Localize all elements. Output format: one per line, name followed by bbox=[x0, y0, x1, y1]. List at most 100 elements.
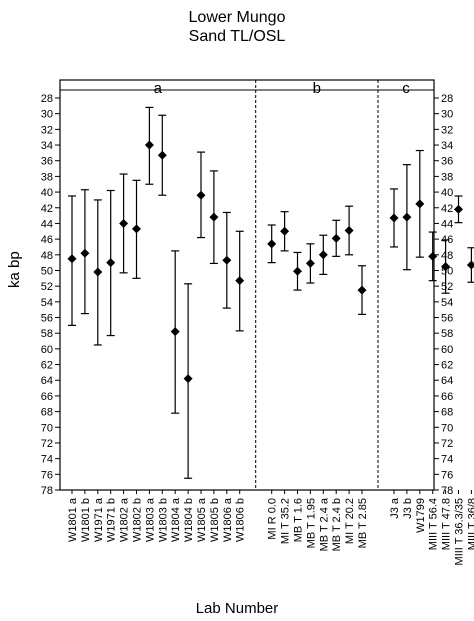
y-tick-label-right: 56 bbox=[441, 313, 453, 325]
y-tick-label-right: 78 bbox=[441, 485, 453, 497]
y-tick-label-right: 28 bbox=[441, 93, 453, 105]
y-tick-label-right: 58 bbox=[441, 328, 453, 340]
x-tick-label: W1805 a bbox=[196, 497, 208, 542]
y-tick-label-left: 48 bbox=[41, 250, 53, 262]
x-tick-label: MB T 1.6 bbox=[293, 498, 305, 542]
data-point bbox=[454, 204, 463, 214]
y-tick-label-left: 62 bbox=[41, 360, 53, 372]
x-tick-label: W1802 a bbox=[119, 497, 131, 542]
panel-label-b: b bbox=[313, 80, 321, 97]
y-tick-label-left: 36 bbox=[41, 156, 53, 168]
x-tick-label: MB T 1.95 bbox=[305, 498, 317, 548]
x-tick-label: MI R 0.0 bbox=[267, 498, 279, 540]
x-tick-label: W1803 b bbox=[157, 498, 169, 542]
y-tick-label-right: 40 bbox=[441, 187, 453, 199]
y-tick-label-left: 74 bbox=[41, 454, 53, 466]
y-tick-label-right: 52 bbox=[441, 281, 453, 293]
x-tick-label: MIII T 36.3/35 bbox=[454, 498, 466, 565]
data-point bbox=[357, 285, 367, 295]
y-tick-label-right: 34 bbox=[441, 140, 453, 152]
x-tick-label: MIII T 36/8 bbox=[466, 498, 474, 550]
data-point bbox=[389, 213, 399, 223]
data-point bbox=[209, 212, 219, 222]
plot-frame bbox=[59, 79, 435, 491]
y-axis-label: ka bp bbox=[6, 251, 23, 288]
data-point bbox=[344, 225, 354, 235]
y-tick-label-right: 60 bbox=[441, 344, 453, 356]
y-tick-label-right: 42 bbox=[441, 203, 453, 215]
y-tick-label-right: 62 bbox=[441, 360, 453, 372]
y-tick-label-right: 72 bbox=[441, 438, 453, 450]
y-tick-label-left: 40 bbox=[41, 187, 53, 199]
panel-label-a: a bbox=[154, 80, 163, 97]
y-tick-label-right: 54 bbox=[441, 297, 453, 309]
y-tick-label-right: 30 bbox=[441, 109, 453, 121]
x-tick-label: MB T 2.85 bbox=[357, 498, 369, 548]
y-tick-label-left: 32 bbox=[41, 124, 53, 136]
y-tick-label-left: 28 bbox=[41, 93, 53, 105]
y-tick-label-right: 48 bbox=[441, 250, 453, 262]
panel-label-c: c bbox=[402, 80, 410, 97]
x-tick-label: W1801 b bbox=[80, 498, 92, 542]
y-tick-label-left: 38 bbox=[41, 171, 53, 183]
data-point bbox=[157, 150, 167, 160]
y-tick-label-left: 76 bbox=[41, 469, 53, 481]
data-point bbox=[222, 255, 232, 265]
x-tick-label: MI T 35.2 bbox=[280, 498, 292, 544]
chart-title: Lower Mungo bbox=[188, 9, 286, 26]
y-tick-label-right: 66 bbox=[441, 391, 453, 403]
x-tick-label: MIII T 47.8 bbox=[441, 498, 453, 550]
x-tick-label: W1806 a bbox=[222, 497, 234, 542]
data-point bbox=[144, 140, 154, 150]
x-tick-label: MB T 2.4 b bbox=[331, 498, 343, 551]
y-tick-label-right: 76 bbox=[441, 469, 453, 481]
data-point bbox=[331, 233, 341, 243]
y-tick-label-left: 46 bbox=[41, 234, 53, 246]
y-tick-label-left: 54 bbox=[41, 297, 53, 309]
y-tick-label-right: 74 bbox=[441, 454, 453, 466]
y-tick-label-left: 70 bbox=[41, 422, 53, 434]
y-tick-label-left: 68 bbox=[41, 407, 53, 419]
y-tick-label-left: 72 bbox=[41, 438, 53, 450]
data-point bbox=[132, 224, 141, 234]
y-tick-label-left: 64 bbox=[41, 375, 53, 387]
y-tick-label-right: 38 bbox=[441, 171, 453, 183]
x-tick-label: W1971 b bbox=[106, 498, 118, 542]
x-tick-label: W1801 a bbox=[67, 497, 79, 542]
y-tick-label-left: 78 bbox=[41, 485, 53, 497]
x-tick-label: J3 a bbox=[389, 497, 401, 519]
y-tick-label-left: 56 bbox=[41, 313, 53, 325]
x-axis-label: Lab Number bbox=[195, 600, 279, 617]
y-tick-label-right: 44 bbox=[441, 218, 453, 230]
data-point bbox=[267, 239, 277, 249]
data-point bbox=[80, 248, 90, 258]
data-point bbox=[67, 254, 77, 264]
x-tick-label: W1803 a bbox=[144, 497, 156, 542]
x-tick-label: MB T 2.4 a bbox=[318, 497, 330, 551]
y-tick-label-left: 50 bbox=[41, 265, 53, 277]
x-tick-label: W1804 b bbox=[183, 498, 195, 542]
x-tick-label: MIII T 56.4 bbox=[428, 498, 440, 550]
data-point bbox=[119, 218, 129, 228]
y-tick-label-left: 44 bbox=[41, 218, 53, 230]
x-tick-label: W1802 b bbox=[132, 498, 144, 542]
data-point bbox=[170, 327, 180, 337]
data-point bbox=[441, 262, 451, 272]
data-point bbox=[415, 199, 425, 209]
data-point bbox=[235, 276, 245, 286]
y-tick-label-right: 32 bbox=[441, 124, 453, 136]
chart-subtitle: Sand TL/OSL bbox=[188, 28, 286, 45]
x-tick-label: W1805 b bbox=[209, 498, 221, 542]
y-tick-label-left: 66 bbox=[41, 391, 53, 403]
data-point bbox=[402, 212, 412, 222]
data-point bbox=[280, 226, 290, 236]
data-point bbox=[293, 266, 302, 276]
data-point bbox=[428, 251, 438, 261]
x-tick-label: W1971 a bbox=[93, 497, 105, 542]
y-tick-label-left: 34 bbox=[41, 140, 53, 152]
data-point bbox=[196, 190, 206, 200]
data-point bbox=[305, 258, 315, 268]
y-tick-label-right: 64 bbox=[441, 375, 453, 387]
x-tick-label: J3 b bbox=[402, 498, 414, 519]
